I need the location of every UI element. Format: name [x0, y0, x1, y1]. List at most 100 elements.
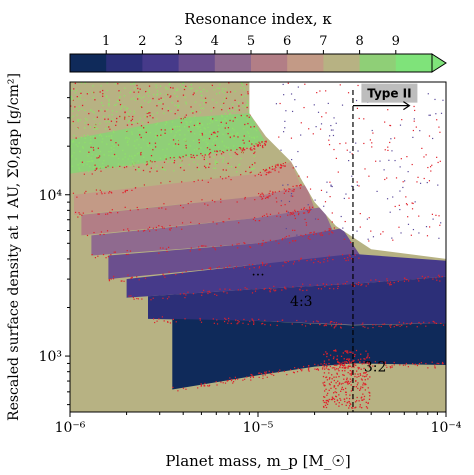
scatter-point: [389, 325, 391, 327]
scatter-point: [190, 200, 192, 203]
scatter-point: [249, 376, 252, 379]
scatter-point: [237, 319, 239, 322]
scatter-point: [331, 378, 333, 380]
scatter-point: [343, 363, 346, 365]
scatter-point: [412, 136, 414, 138]
scatter-point: [215, 138, 217, 141]
scatter-point: [212, 221, 214, 223]
scatter-point: [175, 157, 178, 159]
scatter-point: [387, 149, 389, 151]
scatter-point: [295, 166, 297, 168]
scatter-point: [154, 146, 157, 148]
scatter-point: [254, 151, 256, 153]
scatter-point: [262, 377, 264, 380]
scatter-point: [237, 136, 239, 138]
scatter-point: [235, 107, 237, 109]
scatter-point: [234, 90, 236, 93]
scatter-point: [323, 258, 325, 260]
scatter-point: [78, 142, 80, 144]
scatter-point: [335, 387, 337, 390]
scatter-point: [335, 376, 337, 378]
scatter-point: [328, 139, 330, 141]
scatter-point: [343, 235, 345, 237]
scatter-point: [382, 323, 384, 325]
scatter-point: [337, 380, 339, 382]
scatter-point: [301, 370, 303, 372]
scatter-point: [358, 281, 360, 284]
scatter-point: [150, 299, 152, 301]
scatter-point: [75, 144, 77, 146]
scatter-point: [269, 167, 271, 169]
scatter-point: [166, 148, 168, 150]
scatter-point: [321, 116, 323, 118]
scatter-point: [436, 156, 438, 158]
scatter-point: [261, 141, 263, 143]
scatter-point: [398, 321, 400, 323]
scatter-point: [331, 374, 333, 376]
scatter-point: [121, 280, 123, 282]
scatter-point: [123, 280, 125, 282]
scatter-point: [261, 215, 264, 218]
scatter-point: [380, 325, 382, 328]
scatter-point: [356, 370, 358, 372]
scatter-point: [326, 355, 328, 358]
scatter-point: [107, 118, 109, 120]
scatter-point: [233, 267, 235, 269]
scatter-point: [203, 384, 205, 387]
scatter-point: [352, 352, 354, 354]
scatter-point: [353, 189, 355, 191]
scatter-point: [114, 83, 116, 85]
scatter-point: [242, 150, 244, 152]
scatter-point: [375, 160, 377, 162]
scatter-point: [288, 235, 290, 237]
scatter-point: [204, 157, 207, 159]
scatter-point: [328, 135, 331, 137]
colorbar-tick-label: 8: [355, 34, 363, 49]
scatter-point: [256, 143, 258, 145]
scatter-point: [323, 325, 325, 327]
colorbar-segment: [214, 54, 252, 72]
scatter-point: [331, 283, 333, 286]
scatter-point: [123, 166, 126, 169]
scatter-point: [297, 210, 299, 213]
scatter-point: [95, 154, 98, 157]
scatter-point: [390, 283, 392, 286]
colorbar-tick-label: 9: [392, 34, 400, 49]
scatter-point: [358, 257, 360, 259]
scatter-point: [72, 110, 74, 112]
scatter-point: [363, 372, 365, 374]
scatter-point: [106, 89, 109, 92]
scatter-point: [416, 181, 418, 183]
scatter-point: [432, 218, 434, 220]
scatter-point: [340, 383, 343, 385]
scatter-point: [238, 164, 240, 166]
scatter-point: [353, 364, 355, 366]
scatter-point: [346, 397, 348, 399]
scatter-point: [77, 119, 80, 121]
scatter-point: [160, 129, 163, 131]
scatter-point: [155, 84, 157, 86]
scatter-point: [125, 108, 127, 111]
scatter-point: [248, 140, 250, 142]
scatter-point: [327, 260, 329, 262]
scatter-point: [341, 254, 344, 256]
scatter-point: [366, 362, 368, 364]
scatter-point: [326, 352, 328, 355]
scatter-point: [137, 209, 139, 211]
scatter-point: [249, 166, 251, 168]
scatter-point: [99, 189, 101, 191]
scatter-point: [137, 121, 139, 124]
scatter-point: [343, 367, 345, 369]
scatter-point: [227, 127, 230, 129]
resonance-band-kappa-1: [172, 318, 446, 390]
scatter-point: [84, 137, 86, 139]
scatter-point: [200, 123, 203, 125]
scatter-point: [253, 128, 255, 130]
scatter-point: [201, 199, 203, 201]
scatter-point: [162, 297, 164, 299]
scatter-point: [319, 90, 321, 92]
scatter-point: [389, 124, 391, 127]
scatter-point: [344, 367, 346, 369]
scatter-point: [411, 163, 413, 166]
scatter-point: [230, 380, 233, 382]
